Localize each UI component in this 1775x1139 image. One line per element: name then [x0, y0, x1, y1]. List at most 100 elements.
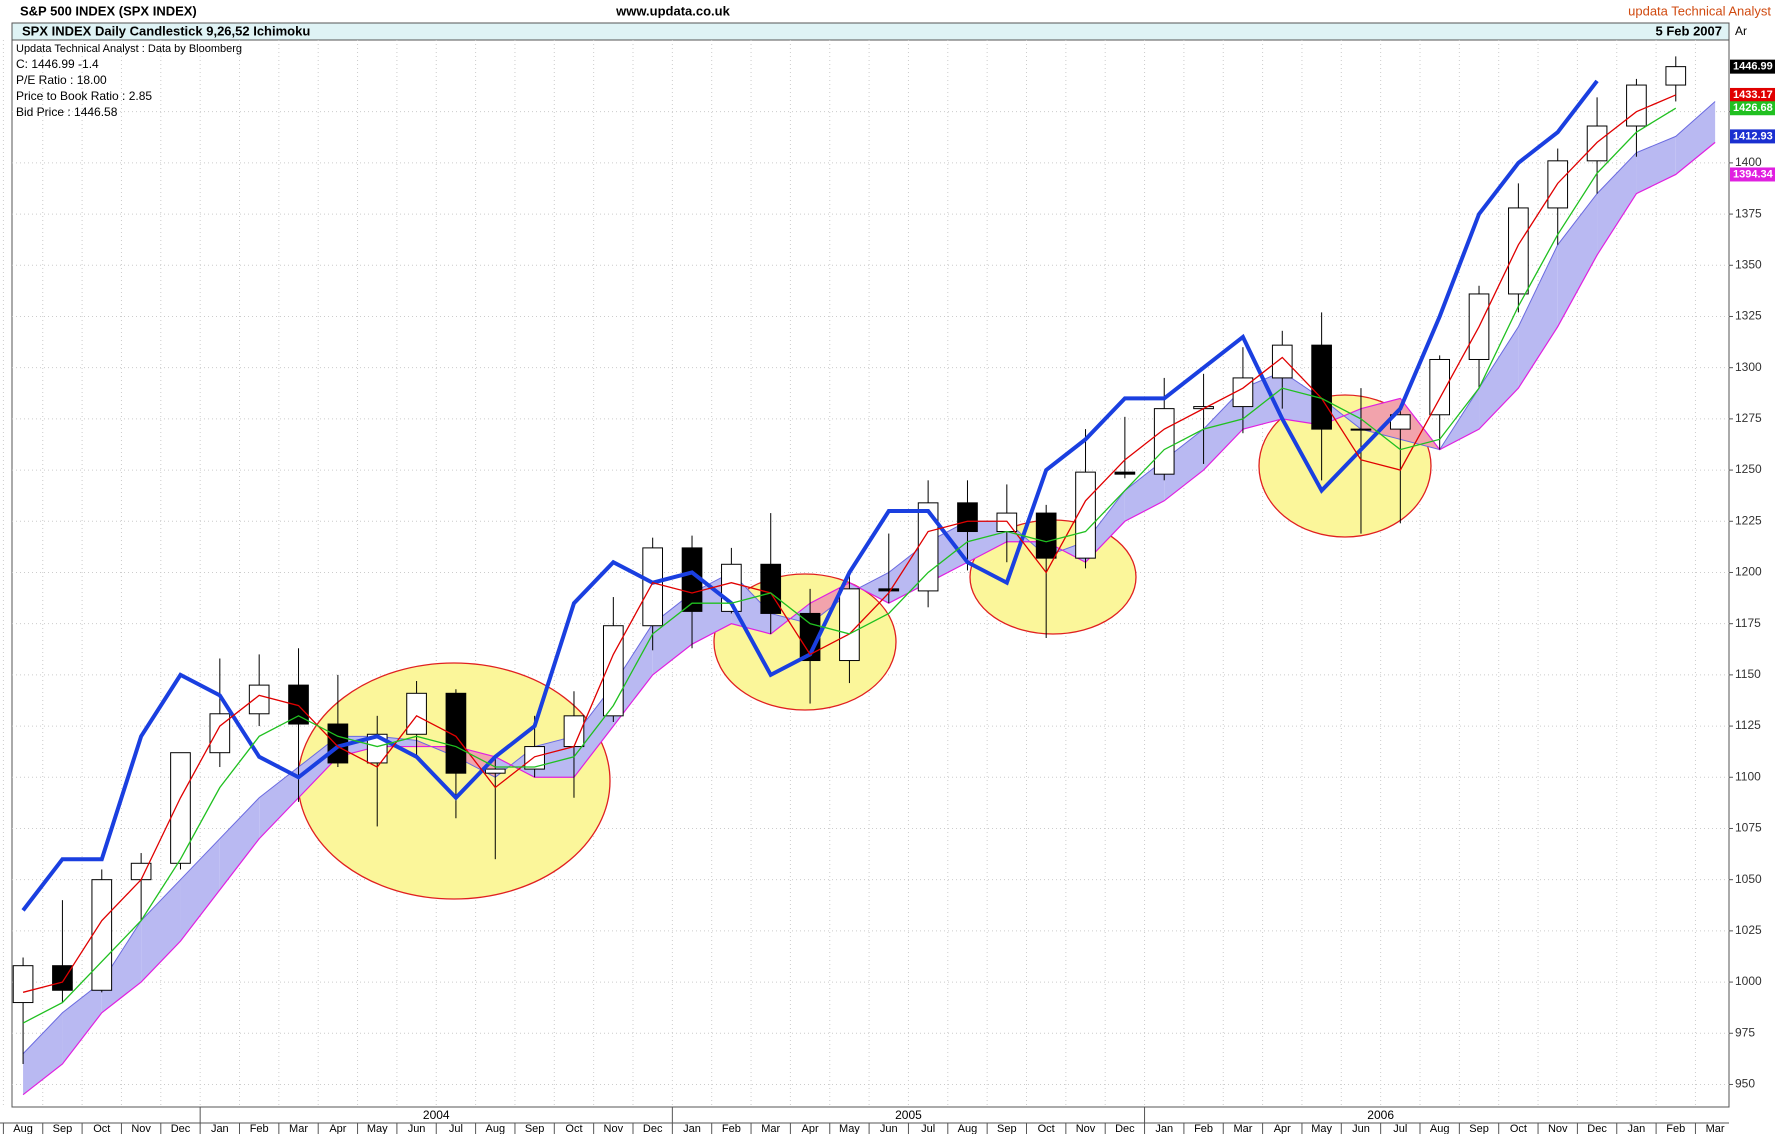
candle-body	[917, 502, 939, 592]
cloud-segment	[62, 982, 102, 1064]
candle-body	[91, 879, 113, 991]
info-line: Price to Book Ratio : 2.85	[16, 89, 152, 103]
x-tick-label: Jan	[1628, 1123, 1646, 1134]
x-tick-label: Jul	[921, 1123, 935, 1134]
x-tick-label: Apr	[1274, 1123, 1291, 1134]
x-tick-label: Mar	[1706, 1123, 1725, 1134]
x-tick-label: Feb	[1194, 1123, 1213, 1134]
x-tick-label: Dec	[171, 1123, 191, 1134]
cloud-segment	[495, 746, 535, 778]
x-tick-label: Dec	[1587, 1123, 1607, 1134]
info-line: Bid Price : 1446.58	[16, 105, 118, 119]
plot-area	[12, 56, 1716, 1096]
y-tick-label: 950	[1735, 1077, 1755, 1091]
span-a-line	[22, 101, 1716, 1055]
y-tick-label: 1300	[1735, 360, 1762, 374]
candle-body	[642, 547, 664, 627]
x-tick-label: Aug	[485, 1123, 505, 1134]
y-tick-label: 1150	[1735, 667, 1761, 681]
y-tick-label: 1250	[1735, 462, 1762, 476]
y-tick-label: 1375	[1735, 206, 1762, 220]
x-tick-label: Sep	[997, 1123, 1017, 1134]
page-title: S&P 500 INDEX (SPX INDEX)	[20, 3, 197, 18]
y-tick-label: 1225	[1735, 513, 1762, 527]
x-tick-label: Oct	[565, 1123, 582, 1134]
y-tick-label: 1100	[1735, 769, 1761, 783]
x-tick-label: Jun	[1352, 1123, 1370, 1134]
info-panel: Updata Technical Analyst : Data by Bloom…	[16, 43, 242, 119]
candle-body	[1153, 408, 1175, 475]
candle-body	[52, 965, 73, 991]
y-tick-label: 1275	[1735, 411, 1762, 425]
candle-body	[445, 692, 467, 774]
site-url: www.updata.co.uk	[615, 3, 730, 18]
info-line: P/E Ratio : 18.00	[16, 73, 107, 87]
x-tick-label: Jan	[211, 1123, 229, 1134]
candle-body	[484, 768, 506, 774]
year-label: 2006	[1367, 1108, 1394, 1122]
cloud-segment	[1597, 152, 1637, 256]
x-tick-label: Jul	[1393, 1123, 1407, 1134]
cloud-segment	[180, 838, 220, 942]
last-value-box	[1730, 129, 1775, 144]
cloud-segment	[219, 797, 260, 890]
x-tick-label: Nov	[604, 1123, 624, 1134]
x-tick-label: Aug	[958, 1123, 978, 1134]
cloud-segment	[259, 767, 299, 839]
candle-body	[760, 563, 782, 614]
cloud-segment	[23, 1012, 63, 1095]
y-tick-label: 1025	[1735, 923, 1762, 937]
x-tick-label: Jun	[408, 1123, 426, 1134]
x-tick-label: Apr	[802, 1123, 819, 1134]
last-value-label: 1433.17	[1733, 89, 1773, 101]
x-tick-label: Aug	[13, 1123, 33, 1134]
candle-body	[1389, 414, 1411, 430]
y-tick-label: 1125	[1735, 718, 1761, 732]
x-tick-label: May	[1311, 1123, 1332, 1134]
cloud-segment	[652, 592, 693, 675]
y-tick-label: 975	[1735, 1025, 1755, 1039]
x-tick-label: Dec	[643, 1123, 663, 1134]
y-tick-label: 1000	[1735, 974, 1762, 988]
y-tick-label: 1325	[1735, 309, 1762, 323]
year-label: 2004	[423, 1108, 450, 1122]
x-tick-label: May	[839, 1123, 860, 1134]
candle-body	[288, 684, 309, 725]
x-tick-label: Sep	[53, 1123, 73, 1134]
y-tick-label: 1400	[1735, 155, 1762, 169]
x-tick-label: Jan	[683, 1123, 701, 1134]
candle-body	[1586, 125, 1608, 162]
last-value-box	[1730, 87, 1775, 102]
axis-tag: Ar	[1735, 24, 1747, 38]
chart-date: 5 Feb 2007	[1656, 23, 1723, 38]
candle-body	[12, 965, 34, 1004]
x-tick-label: Dec	[1115, 1123, 1135, 1134]
cloud-segment	[1518, 244, 1558, 389]
cloud-segment	[1675, 101, 1716, 175]
info-line: Updata Technical Analyst : Data by Bloom…	[16, 43, 242, 55]
last-value-label: 1426.68	[1733, 102, 1773, 114]
candle-body	[1429, 358, 1451, 416]
cloud-segment	[1203, 388, 1243, 471]
candle-body	[1271, 344, 1293, 379]
x-tick-label: Feb	[722, 1123, 741, 1134]
x-tick-label: Sep	[1469, 1123, 1489, 1134]
x-tick-label: Aug	[1430, 1123, 1450, 1134]
year-label: 2005	[895, 1108, 922, 1122]
candle-body	[1508, 207, 1529, 295]
x-tick-label: Jan	[1155, 1123, 1173, 1134]
x-tick-label: Jul	[449, 1123, 463, 1134]
candle-body	[602, 625, 624, 717]
chart-title: SPX INDEX Daily Candlestick 9,26,52 Ichi…	[22, 23, 310, 38]
candle-body	[209, 713, 231, 754]
x-tick-label: Oct	[93, 1123, 110, 1134]
cloud-segment	[849, 572, 889, 604]
candle-body	[248, 684, 270, 715]
last-value-label: 1446.99	[1733, 61, 1773, 73]
candle-body	[878, 588, 900, 592]
y-tick-label: 1200	[1735, 565, 1762, 579]
last-value-label: 1394.34	[1733, 168, 1774, 180]
candle-body	[957, 502, 978, 533]
brand: updata Technical Analyst	[1628, 3, 1771, 18]
